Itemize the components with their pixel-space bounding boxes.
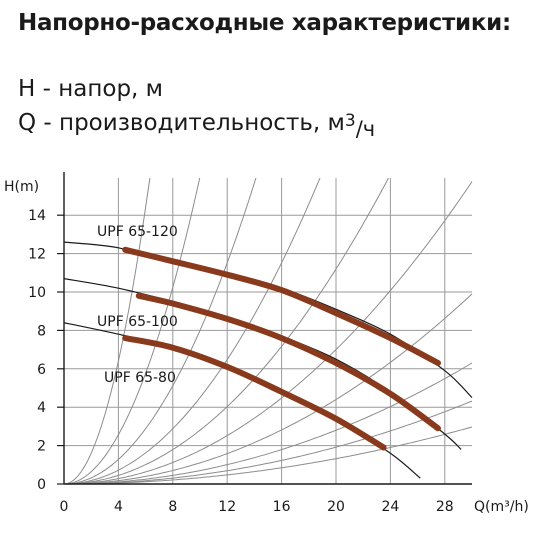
series-labels: UPF 65-120 UPF 65-100 UPF 65-80 [97,224,178,386]
legend-head-symbol: H [18,76,36,102]
legend-head: H - напор, м [18,76,163,102]
system-curve-5 [64,178,390,484]
page-heading: Напорно-расходные характеристики: [18,10,511,36]
y-tick-label-5: 10 [28,285,46,301]
system-curve-9 [64,400,473,484]
system-curve-7 [64,293,473,484]
operating-range-2 [135,292,441,432]
x-axis-label: Q(m³/h) [474,499,529,515]
system-curve-1 [64,178,151,484]
y-tick-label-1: 2 [37,439,46,455]
x-tick-label-2: 8 [168,499,177,515]
system-curve-10 [64,426,473,484]
legend-flow-unit-power: 3 [344,111,356,131]
y-tick-label-2: 4 [37,400,46,416]
system-curve-2 [64,178,201,484]
series-label-2: UPF 65-100 [97,314,178,330]
y-tick-label-0: 0 [37,477,46,493]
x-tick-label-7: 28 [436,499,454,515]
legend-flow-text: - производительность, м [36,110,345,136]
y-tick-label-3: 6 [37,362,46,378]
legend-flow: Q - производительность, м3/ч [18,110,375,141]
system-curve-3 [64,178,257,484]
legend-flow-symbol: Q [18,110,37,136]
x-tick-label-5: 20 [327,499,345,515]
x-tick-label-1: 4 [114,499,123,515]
series-label-3: UPF 65-80 [104,370,176,386]
pump-curve-2 [64,278,462,450]
x-tick-label-0: 0 [60,499,69,515]
system-curve-4 [64,178,321,484]
system-curve-6 [64,181,473,484]
pump-curve-3 [64,322,421,479]
operating-range-3 [122,335,387,451]
operating-ranges [122,246,441,451]
y-axis-label: H(m) [4,179,39,195]
x-tick-label-6: 24 [381,499,399,515]
operating-range-1 [122,246,441,366]
y-tick-label-6: 12 [28,247,46,263]
legend-head-text: - напор, м [35,76,164,102]
x-tick-label-3: 12 [218,499,236,515]
x-tick-label-4: 16 [273,499,291,515]
series-label-1: UPF 65-120 [97,224,178,240]
legend-flow-unit-denominator: ч [362,117,376,141]
legend-flow-unit-separator: / [355,117,363,141]
y-tick-label-4: 8 [37,323,46,339]
y-tick-label-7: 14 [28,208,46,224]
